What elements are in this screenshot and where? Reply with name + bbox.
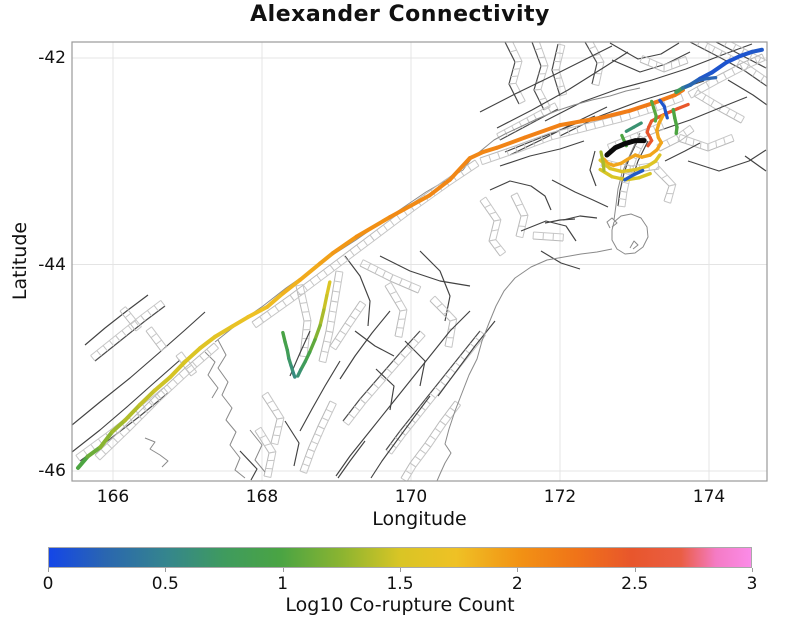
fault-line: [404, 340, 426, 387]
fault-line: [551, 179, 609, 208]
fault-line: [544, 43, 753, 122]
coastline: [217, 339, 246, 479]
fault-line: [375, 368, 395, 411]
rupture-trace-green-right: [671, 107, 679, 136]
fault-line: [72, 359, 181, 453]
x-tick-label-168: 168: [245, 487, 279, 507]
coastline: [249, 429, 266, 473]
fault-line: [744, 155, 767, 172]
colorbar-label: Log10 Co-rupture Count: [285, 594, 515, 616]
fault-line: [239, 450, 258, 481]
x-tick-label-172: 172: [543, 487, 577, 507]
gridlines: [72, 42, 767, 481]
colorbar-tickmark: [400, 568, 401, 572]
rupture-trace-blue-bottom: [623, 168, 645, 182]
fault-line: [370, 395, 431, 479]
rupture-trace-ne-blue-fork: [684, 76, 718, 89]
fault-line: [479, 45, 613, 113]
fault-line: [354, 330, 395, 357]
fault-line: [339, 310, 391, 380]
plot-area: [72, 42, 767, 481]
fault-line: [379, 255, 471, 287]
rupture-trace-amber-trace: [602, 114, 665, 168]
rupture-trace-green-mid: [650, 99, 658, 123]
fault-line: [609, 42, 680, 60]
colorbar-tickmark: [752, 568, 753, 572]
coastline: [144, 437, 169, 468]
colorbar-tickmark: [48, 568, 49, 572]
rupture-trace-teal-short: [624, 121, 643, 133]
plot-frame: [71, 41, 768, 482]
rupture-trace-olive-short: [599, 150, 606, 173]
coastline: [606, 217, 618, 229]
fault-line: [657, 96, 748, 132]
coastline: [629, 240, 639, 250]
fault-line: [84, 294, 149, 346]
fault-line: [299, 360, 341, 432]
colorbar-tick-label-0: 0: [42, 574, 54, 594]
y-tick-label--44: -44: [38, 254, 66, 275]
x-axis-label: Longitude: [372, 508, 467, 530]
highlighted-fault: [604, 138, 647, 158]
coastline: [611, 213, 649, 255]
colorbar-tick-label-2.5: 2.5: [621, 574, 649, 594]
colorbar-tickmark: [282, 568, 284, 572]
fault-line: [496, 51, 629, 129]
rupture-trace-alpine-main: [75, 88, 685, 470]
fault-line: [419, 250, 451, 322]
rupture-trace-blue-mid: [658, 98, 669, 120]
fault-line: [520, 220, 577, 242]
colorbar-tick-label-0.5: 0.5: [151, 574, 179, 594]
y-tick-label--46: -46: [38, 461, 66, 481]
x-tick-label-166: 166: [96, 487, 130, 507]
fault-line: [687, 149, 767, 172]
colorbar-tick-label-2: 2: [511, 574, 523, 594]
rupture-trace-v-right: [296, 280, 332, 378]
fault-line: [727, 79, 767, 106]
fault-line: [284, 420, 300, 467]
y-tick-label--42: -42: [38, 48, 66, 68]
chart-title: Alexander Connectivity: [250, 2, 550, 27]
fault-line: [337, 440, 366, 479]
colorbar-tickmark: [634, 568, 636, 572]
colorbar-gradient: [48, 547, 752, 568]
rupture-traces-layer: [75, 47, 764, 470]
fault-line: [562, 215, 598, 221]
fault-line: [489, 180, 552, 211]
fault-network-layer: [72, 42, 767, 481]
x-tick-label-174: 174: [692, 487, 726, 507]
colorbar-tickmark: [517, 568, 519, 572]
fault-line: [589, 150, 597, 187]
coastline: [204, 351, 219, 399]
fault-line: [664, 142, 701, 162]
fault-line: [344, 255, 371, 327]
colorbar-tick-label-3: 3: [746, 574, 758, 594]
fault-line: [611, 51, 691, 73]
coastline: [436, 248, 613, 481]
x-tick-label-170: 170: [394, 487, 428, 507]
rupture-trace-v-left: [281, 330, 297, 379]
fault-line: [72, 311, 206, 426]
fault-line: [540, 250, 581, 270]
colorbar-tick-label-1: 1: [277, 574, 289, 594]
fault-line: [499, 140, 585, 167]
colorbar-tick-label-1.5: 1.5: [386, 574, 414, 594]
fault-line: [335, 310, 471, 477]
colorbar-tickmark: [165, 568, 167, 572]
fault-line: [544, 218, 576, 224]
